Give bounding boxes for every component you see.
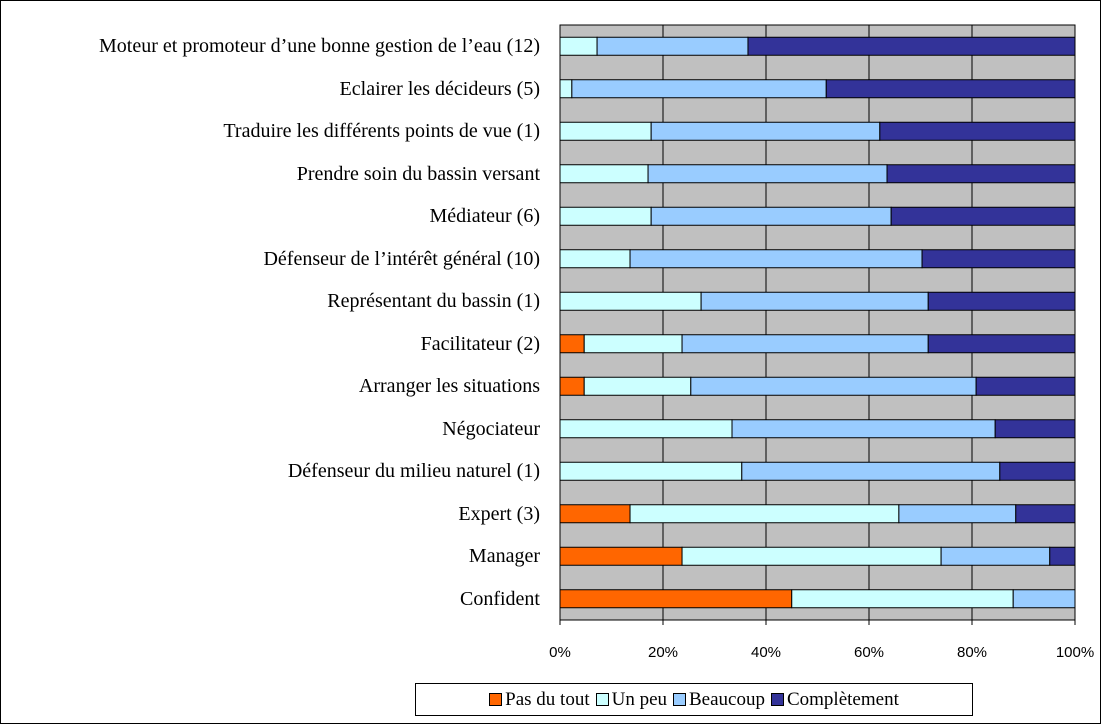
category-label: Négociateur [442,417,540,440]
legend-item: Complètement [770,688,899,711]
category-label: Arranger les situations [358,375,540,398]
category-label: Prendre soin du bassin versant [296,162,540,185]
x-tick-label: 20% [648,644,678,661]
bar-segment [559,36,598,56]
bar-segment [731,419,996,439]
bar-segment [886,164,1076,184]
bar-segment [559,504,631,524]
bar-segment [559,419,733,439]
bar-segment [999,461,1076,481]
bar-segment [898,504,1017,524]
category-label: Expert (3) [458,502,540,525]
bar-segment [994,419,1076,439]
bar-segment [825,79,1076,99]
x-tick-label: 0% [549,644,571,661]
plot-area [560,25,1075,620]
plot-border [559,24,1076,621]
bar-segment [559,461,743,481]
x-tick-label: 100% [1056,644,1094,661]
legend-swatch [673,693,686,706]
bar-segment [629,249,923,269]
legend-label: Un peu [611,688,667,710]
bar-segment [559,249,631,269]
category-label: Représentant du bassin (1) [327,290,540,313]
bar-segment [681,334,929,354]
bar-segment [559,546,683,566]
bar-segment [583,376,692,396]
legend: Pas du tout Un peu Beaucoup Complètement [415,683,973,716]
legend-label: Beaucoup [689,688,765,710]
bar-segment [1015,504,1076,524]
legend-label: Complètement [786,688,899,710]
category-label: Manager [468,545,540,568]
legend-swatch [489,693,503,706]
bar-segment [700,291,929,311]
category-label: Eclairer les décideurs (5) [339,77,540,100]
bar-segment [890,206,1076,226]
category-label: Défenseur du milieu naturel (1) [287,460,540,483]
bar-segment [1049,546,1076,566]
category-label: Confident [460,587,540,610]
bar-segment [559,164,649,184]
bar-segment [927,291,1076,311]
legend-item: Beaucoup [673,689,765,711]
x-tick-label: 60% [854,644,884,661]
legend-item: Un peu [595,688,667,711]
bar-segment [647,164,888,184]
bar-segment [681,546,942,566]
bar-segment [1012,589,1076,609]
bar-segment [747,36,1076,56]
bar-segment [879,121,1076,141]
bar-segment [629,504,900,524]
bar-segment [559,79,573,99]
bar-segment [921,249,1076,269]
bar-segment [571,79,827,99]
legend-item: Pas du tout [489,688,590,711]
category-label: Traduire les différents points de vue (1… [223,120,540,143]
category-label: Défenseur de l’intérêt général (10) [263,247,540,270]
bar-segment [940,546,1051,566]
legend-swatch [595,693,609,706]
bar-segment [690,376,977,396]
bar-segment [559,376,585,396]
category-label: Médiateur (6) [429,205,540,228]
bar-segment [596,36,749,56]
legend-swatch [770,693,784,706]
bar-segment [559,334,585,354]
bar-segment [559,206,652,226]
bar-segment [791,589,1014,609]
bar-segment [559,589,793,609]
bar-segment [650,121,881,141]
category-label: Moteur et promoteur d’une bonne gestion … [99,35,540,58]
bar-segment [741,461,1001,481]
bar-segment [583,334,683,354]
bar-segment [559,121,652,141]
legend-label: Pas du tout [505,688,590,710]
bar-segment [559,291,702,311]
bar-segment [927,334,1076,354]
bar-segment [650,206,892,226]
x-tick-label: 80% [957,644,987,661]
bar-segment [975,376,1076,396]
category-label: Facilitateur (2) [420,332,540,355]
x-tick-label: 40% [751,644,781,661]
